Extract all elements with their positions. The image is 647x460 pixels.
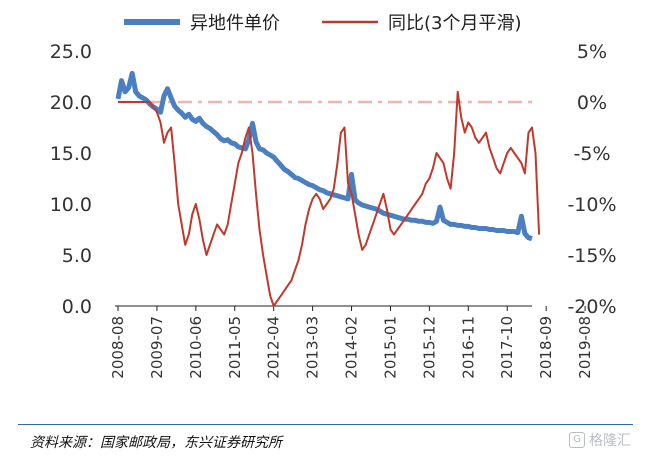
x-tick-label: 2015-01 (381, 316, 399, 379)
x-tick-label: 2015-12 (420, 316, 438, 379)
watermark-logo-icon: G (569, 432, 585, 448)
x-tick-label: 2017-10 (498, 316, 516, 379)
legend-label-yoy: 同比(3个月平滑) (388, 13, 522, 34)
y-right-tick-label: -15% (567, 245, 616, 267)
x-tick-label: 2008-08 (109, 316, 127, 379)
y-right-tick-label: -10% (567, 194, 616, 216)
x-tick-label: 2011-05 (226, 316, 244, 379)
y-left-tick-label: 0.0 (62, 296, 92, 318)
x-tick-label: 2013-03 (304, 316, 322, 379)
x-axis: 2008-08 2009-07 2010-06 2011-05 2012-04 2013-… (109, 306, 594, 379)
x-tick-label: 2012-04 (265, 316, 283, 379)
y-axis-right: 5% 0% -5% -10% -15% -20% (567, 41, 616, 318)
y-right-tick-label: -5% (574, 143, 611, 165)
y-left-tick-label: 15.0 (50, 143, 92, 165)
x-tick-label: 2019-08 (576, 316, 594, 379)
x-tick-label: 2016-11 (459, 316, 477, 379)
y-left-tick-label: 20.0 (50, 92, 92, 114)
x-tick-label: 2009-07 (148, 316, 166, 379)
y-left-tick-label: 5.0 (62, 245, 92, 267)
x-tick-label: 2010-06 (187, 316, 205, 379)
y-right-tick-label: 5% (577, 41, 607, 63)
x-tick-label: 2014-02 (343, 316, 361, 379)
series-line-yoy (118, 90, 541, 307)
footer-divider (18, 424, 633, 425)
watermark: G 格隆汇 (569, 430, 631, 450)
series-line-unit-price (115, 70, 533, 242)
y-right-tick-label: 0% (577, 92, 607, 114)
y-left-tick-label: 10.0 (50, 194, 92, 216)
watermark-text: 格隆汇 (589, 433, 631, 449)
y-axis-left: 25.0 20.0 15.0 10.0 5.0 0.0 (50, 41, 92, 318)
x-tick-label: 2018-09 (537, 316, 555, 379)
y-left-tick-label: 25.0 (50, 41, 92, 63)
legend: 异地件单价 同比(3个月平滑) (124, 13, 522, 34)
legend-label-unit-price: 异地件单价 (190, 13, 280, 34)
y-right-tick-label: -20% (567, 296, 616, 318)
chart-canvas: 异地件单价 同比(3个月平滑) 25.0 20.0 15.0 10.0 5.0 0.0 5… (50, 13, 617, 379)
source-note: 资料来源：国家邮政局，东兴证券研究所 (30, 435, 282, 451)
